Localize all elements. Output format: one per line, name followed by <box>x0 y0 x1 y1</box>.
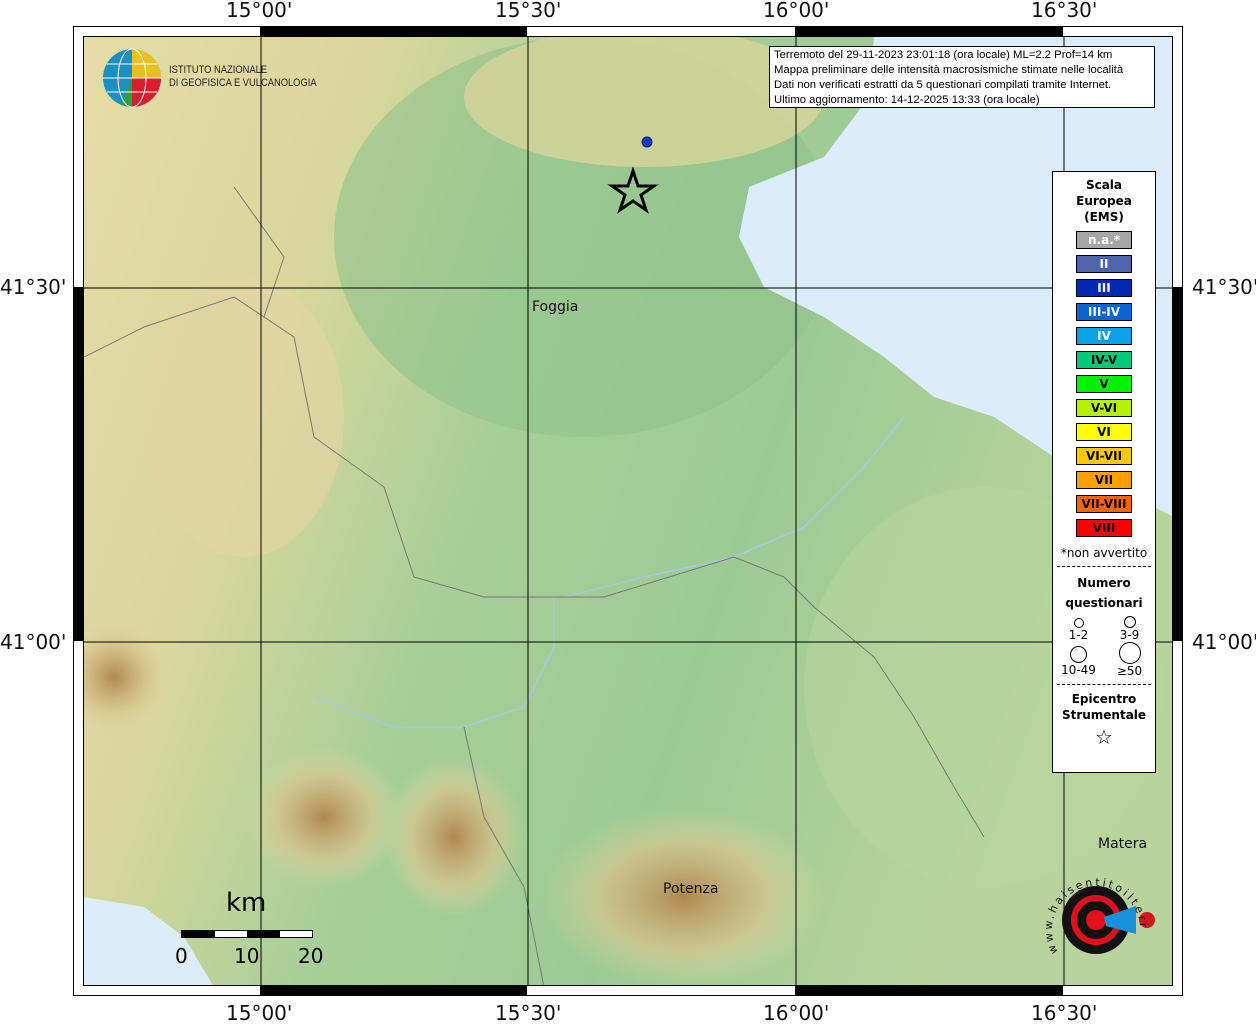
event-info-line: Dati non verificati estratti da 5 questi… <box>774 79 1112 91</box>
place-potenza: Potenza <box>663 881 719 897</box>
legend-swatch-na: n.a.* <box>1076 231 1132 249</box>
count-3-9: 3-9 <box>1104 615 1155 642</box>
lat-label: 41°30' <box>1192 275 1256 299</box>
epicenter-star-icon[interactable] <box>607 166 659 214</box>
scale-tick: 10 <box>234 944 260 968</box>
epicenter-title: Strumentale <box>1061 708 1147 722</box>
legend-swatch-ivv: IV-V <box>1076 351 1132 369</box>
lon-label: 15°00' <box>226 0 293 22</box>
count-10-49: 10-49 <box>1053 642 1104 678</box>
scale-bar <box>181 930 313 938</box>
lon-label: 16°00' <box>763 1001 830 1025</box>
legend-swatch-vvi: V-VI <box>1076 399 1132 417</box>
divider <box>1057 566 1151 567</box>
ems-legend: Scala Europea (EMS) n.a.* II III III-IV IV IV… <box>1052 171 1156 773</box>
legend-swatch-vii: VII <box>1076 471 1132 489</box>
lon-label: 15°30' <box>495 0 562 22</box>
lon-label: 15°30' <box>495 1001 562 1025</box>
legend-swatch-iv: IV <box>1076 327 1132 345</box>
count-title: questionari <box>1065 596 1143 610</box>
frame-segment <box>795 986 1063 996</box>
lon-label: 15°00' <box>226 1001 293 1025</box>
graticule <box>84 37 1172 985</box>
logo-line: DI GEOFISICA E VULCANOLOGIA <box>169 77 317 89</box>
frame-segment <box>795 26 1063 36</box>
legend-swatch-vivii: VI-VII <box>1076 447 1132 465</box>
legend-swatch-iii: III <box>1076 279 1132 297</box>
count-title: Numero <box>1077 576 1131 590</box>
event-info-line: Ultimo aggiornamento: 14-12-2025 13:33 (… <box>774 94 1040 106</box>
star-icon: ☆ <box>1095 725 1113 749</box>
place-foggia: Foggia <box>532 299 579 315</box>
scale-tick: 20 <box>298 944 324 968</box>
event-info-box: Terremoto del 29-11-2023 23:01:18 (ora l… <box>769 46 1155 108</box>
legend-title: Scala <box>1085 178 1123 192</box>
event-info-line: Terremoto del 29-11-2023 23:01:18 (ora l… <box>774 49 1113 61</box>
legend-swatch-viii: VIII <box>1076 519 1132 537</box>
lon-label: 16°30' <box>1031 0 1098 22</box>
legend-swatch-iiiiv: III-IV <box>1076 303 1132 321</box>
lon-label: 16°00' <box>763 0 830 22</box>
scale-unit: km <box>226 888 267 918</box>
count-label: ≥50 <box>1116 664 1143 678</box>
divider <box>1057 684 1151 685</box>
map-area[interactable] <box>83 36 1173 986</box>
intensity-swatches: n.a.* II III III-IV IV IV-V V V-VI VI VI-VII VII VI… <box>1053 231 1155 537</box>
legend-swatch-viiviii: VII-VIII <box>1076 495 1132 513</box>
lon-label: 16°30' <box>1031 1001 1098 1025</box>
ingv-logo-text: ISTITUTO NAZIONALE DI GEOFISICA E VULCAN… <box>169 64 317 90</box>
place-matera: Matera <box>1098 836 1148 852</box>
lat-label: 41°00' <box>0 630 67 654</box>
legend-swatch-v: V <box>1076 375 1132 393</box>
count-1-2: 1-2 <box>1053 615 1104 642</box>
legend-swatch-vi: VI <box>1076 423 1132 441</box>
frame-segment <box>260 986 527 996</box>
legend-note: *non avvertito <box>1060 546 1148 560</box>
frame-segment <box>1173 287 1183 641</box>
epicenter-title: Epicentro <box>1071 692 1137 706</box>
logo-line: ISTITUTO NAZIONALE <box>169 64 268 76</box>
felt-point[interactable] <box>641 136 653 148</box>
legend-title: Europea <box>1076 194 1132 208</box>
scale-tick: 0 <box>175 944 188 968</box>
terrain-map <box>84 37 1172 985</box>
count-label: 3-9 <box>1119 628 1140 642</box>
legend-swatch-ii: II <box>1076 255 1132 273</box>
frame-segment <box>260 26 527 36</box>
count-label: 1-2 <box>1068 628 1089 642</box>
count-50-plus: ≥50 <box>1104 642 1155 678</box>
event-info-line: Mappa preliminare delle intensità macros… <box>774 64 1124 76</box>
haisentito-logo[interactable]: www.haisentitoilterremoto.it <box>1036 862 1156 982</box>
frame-segment <box>73 287 83 641</box>
count-label: 10-49 <box>1061 663 1096 677</box>
lat-label: 41°00' <box>1192 630 1256 654</box>
lat-label: 41°30' <box>0 275 67 299</box>
ingv-globe-logo <box>103 48 161 108</box>
tyrrhenian-sea <box>84 897 213 985</box>
legend-title: (EMS) <box>1084 210 1124 224</box>
